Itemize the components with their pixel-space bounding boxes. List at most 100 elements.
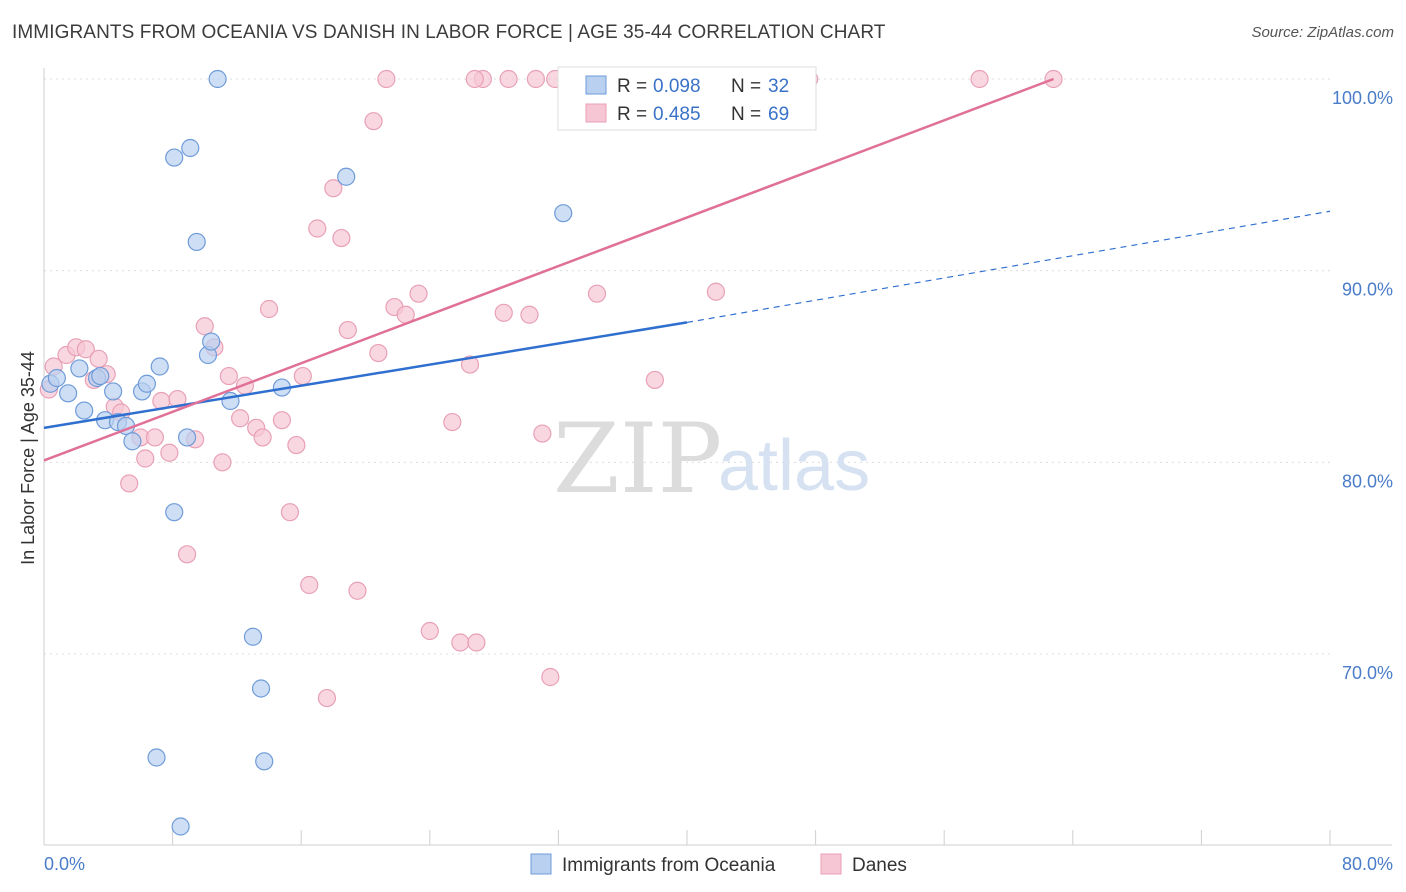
oceania-point	[554, 204, 573, 223]
danes-point	[195, 317, 214, 336]
danes-point	[443, 412, 462, 432]
y-tick-labels: 70.0% 80.0% 90.0% 100.0%	[1332, 88, 1393, 683]
stats-legend: R = 0.098 N = 32 R = 0.485 N = 69	[557, 66, 817, 131]
oceania-point	[70, 359, 89, 378]
danes-point	[970, 69, 989, 89]
danes-point	[409, 284, 428, 303]
y-tick-label: 90.0%	[1342, 280, 1393, 300]
oceania-point	[208, 69, 227, 89]
danes-point	[348, 581, 367, 600]
legend-swatch-oceania	[585, 75, 607, 95]
danes-point	[317, 688, 337, 708]
oceania-point	[181, 138, 200, 158]
danes-point	[308, 219, 327, 238]
chart-title: IMMIGRANTS FROM OCEANIA VS DANISH IN LAB…	[12, 22, 886, 43]
legend-n-value-oceania: 32	[768, 76, 789, 97]
trend-lines	[43, 77, 1331, 462]
danes-point	[160, 443, 179, 462]
danes-point	[293, 366, 312, 386]
oceania-point	[150, 357, 169, 376]
danes-point	[280, 503, 300, 522]
danes-point	[259, 299, 279, 319]
bottom-legend-swatch-danes	[820, 853, 842, 875]
danes-point	[364, 112, 383, 131]
legend-r-value-danes: 0.485	[653, 104, 701, 125]
oceania-point	[147, 748, 166, 767]
x-tick-label-max: 80.0%	[1342, 854, 1393, 874]
bottom-legend-swatch-oceania	[530, 853, 552, 875]
legend-r-value-oceania: 0.098	[653, 76, 701, 97]
legend-n-label-danes: N =	[731, 104, 761, 125]
danes-points	[39, 69, 1063, 708]
oceania-point	[177, 428, 197, 447]
oceania-point	[251, 679, 271, 698]
danes-point	[272, 411, 292, 430]
oceania-point	[137, 374, 156, 393]
watermark-atlas: atlas	[718, 426, 870, 506]
legend-n-label-oceania: N =	[731, 76, 761, 97]
oceania-trend-line	[43, 321, 688, 430]
danes-point	[587, 284, 607, 303]
danes-point	[300, 575, 319, 595]
watermark: ZIP atlas	[553, 403, 870, 515]
oceania-points	[41, 69, 573, 836]
danes-point	[76, 340, 95, 359]
watermark-zip: ZIP	[553, 403, 722, 515]
danes-point	[465, 69, 484, 89]
danes-point	[120, 474, 139, 493]
danes-point	[231, 409, 250, 428]
danes-point	[420, 621, 439, 641]
legend-swatch-danes	[585, 103, 607, 123]
danes-point	[467, 633, 486, 652]
y-tick-label: 70.0%	[1342, 663, 1393, 683]
danes-point	[287, 435, 306, 455]
oceania-point	[202, 332, 221, 351]
oceania-point	[91, 366, 110, 386]
y-axis-label: In Labor Force | Age 35-44	[18, 351, 38, 565]
oceania-point	[75, 401, 94, 420]
danes-point	[377, 69, 396, 89]
axes-layer	[43, 68, 1392, 846]
danes-point	[136, 449, 155, 468]
danes-point	[706, 282, 726, 301]
danes-point	[494, 303, 513, 322]
danes-point	[533, 424, 552, 443]
oceania-point	[337, 167, 356, 186]
danes-point	[369, 343, 388, 363]
x-tick-label-min: 0.0%	[44, 854, 85, 874]
danes-point	[338, 320, 357, 340]
bottom-legend-label-danes: Danes	[852, 855, 907, 876]
danes-point	[219, 366, 238, 386]
y-tick-label: 80.0%	[1342, 471, 1393, 491]
danes-point	[145, 428, 165, 447]
danes-point	[324, 179, 343, 198]
danes-point	[520, 305, 539, 324]
oceania-point	[59, 384, 78, 403]
oceania-point	[165, 148, 184, 167]
danes-point	[177, 545, 197, 564]
oceania-point	[171, 817, 190, 836]
danes-trend-line	[43, 77, 1054, 462]
danes-point	[253, 428, 272, 447]
oceania-point	[243, 627, 263, 646]
grid-layer	[44, 78, 1330, 655]
oceania-point	[187, 232, 206, 252]
danes-point	[451, 633, 470, 652]
oceania-point	[104, 382, 123, 401]
legend-r-label-danes: R =	[617, 104, 647, 125]
legend-r-label-oceania: R =	[617, 76, 647, 97]
oceania-point	[255, 752, 274, 771]
y-tick-label: 100.0%	[1332, 88, 1393, 108]
danes-point	[332, 228, 351, 248]
danes-point	[460, 355, 480, 374]
danes-point	[168, 389, 187, 409]
oceania-point	[47, 368, 66, 388]
oceania-trend-extension	[686, 210, 1331, 324]
danes-point	[645, 370, 664, 390]
oceania-point	[165, 503, 184, 522]
danes-point	[526, 69, 545, 89]
danes-point	[541, 667, 560, 687]
danes-point	[89, 349, 108, 368]
series-legend: Immigrants from Oceania Danes	[530, 853, 907, 876]
